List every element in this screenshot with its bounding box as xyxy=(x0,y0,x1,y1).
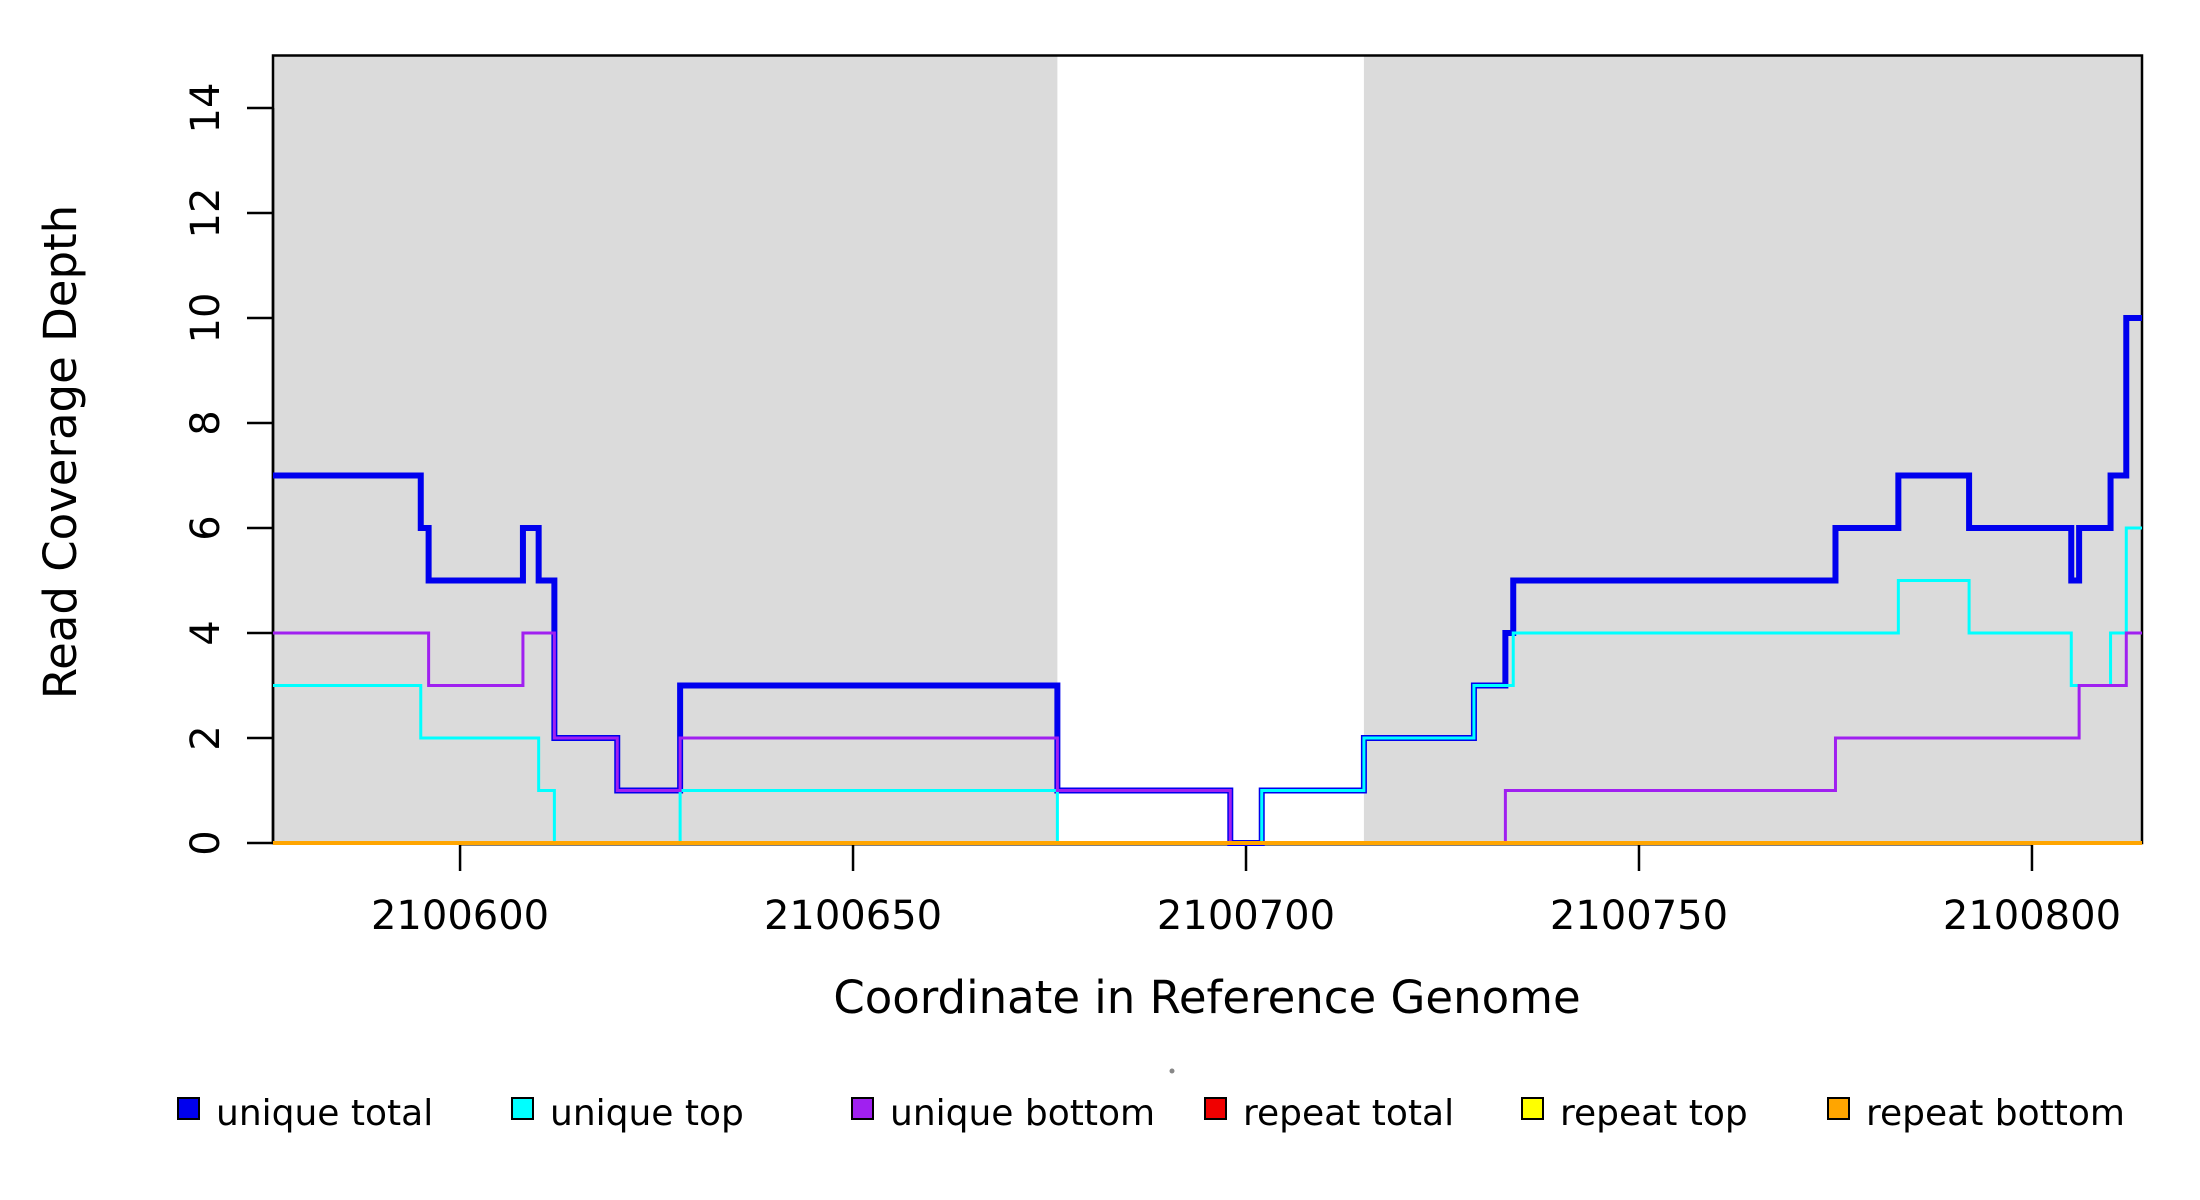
legend-label: unique bottom xyxy=(890,1093,1155,1134)
legend-item-unique-top: unique top xyxy=(511,1093,744,1134)
shaded-region-1 xyxy=(273,55,1058,843)
x-tick-label: 2100700 xyxy=(1157,893,1335,939)
legend-label: unique top xyxy=(550,1093,744,1134)
y-axis-title: Read Coverage Depth xyxy=(34,205,87,699)
legend-swatch-repeat-top xyxy=(1521,1097,1544,1120)
legend-label: repeat top xyxy=(1560,1093,1748,1134)
y-tick-label: 14 xyxy=(183,83,229,134)
series-lines xyxy=(273,315,2142,846)
series-line-unique-bottom xyxy=(273,631,2142,845)
legend-swatch-unique-bottom xyxy=(851,1097,874,1120)
legend-item-repeat-top: repeat top xyxy=(1521,1093,1748,1134)
y-tick-label: 6 xyxy=(183,515,229,540)
x-tick-label: 2100750 xyxy=(1550,893,1728,939)
legend-label: repeat bottom xyxy=(1866,1093,2125,1134)
shaded-region-2 xyxy=(1363,55,2142,843)
legend-item-repeat-total: repeat total xyxy=(1204,1093,1454,1134)
y-tick-label: 8 xyxy=(183,410,229,435)
legend-stray-mark xyxy=(1169,1068,1175,1074)
legend-item-unique-bottom: unique bottom xyxy=(851,1093,1155,1134)
legend-label: repeat total xyxy=(1243,1093,1454,1134)
y-tick-label: 0 xyxy=(183,830,229,855)
x-tick-label: 2100600 xyxy=(371,893,549,939)
legend-swatch-unique-total xyxy=(177,1097,200,1120)
y-tick-label: 4 xyxy=(183,620,229,645)
y-tick-label: 12 xyxy=(183,188,229,239)
legend-item-repeat-bottom: repeat bottom xyxy=(1827,1093,2125,1134)
legend-label: unique total xyxy=(216,1093,433,1134)
x-tick-label: 2100800 xyxy=(1943,893,2121,939)
legend: unique total unique top unique bottom repea… xyxy=(177,1093,2125,1134)
y-axis: 0 2 4 6 8 10 12 14 xyxy=(183,83,275,856)
x-axis: 2100600 2100650 2100700 2100750 2100800 xyxy=(371,843,2121,939)
y-tick-label: 10 xyxy=(183,293,229,344)
x-axis-title: Coordinate in Reference Genome xyxy=(833,971,1580,1024)
shaded-regions xyxy=(273,55,2142,843)
legend-swatch-repeat-bottom xyxy=(1827,1097,1850,1120)
y-tick-label: 2 xyxy=(183,725,229,750)
legend-swatch-unique-top xyxy=(511,1097,534,1120)
x-tick-label: 2100650 xyxy=(764,893,942,939)
legend-item-unique-total: unique total xyxy=(177,1093,433,1134)
legend-swatch-repeat-total xyxy=(1204,1097,1227,1120)
